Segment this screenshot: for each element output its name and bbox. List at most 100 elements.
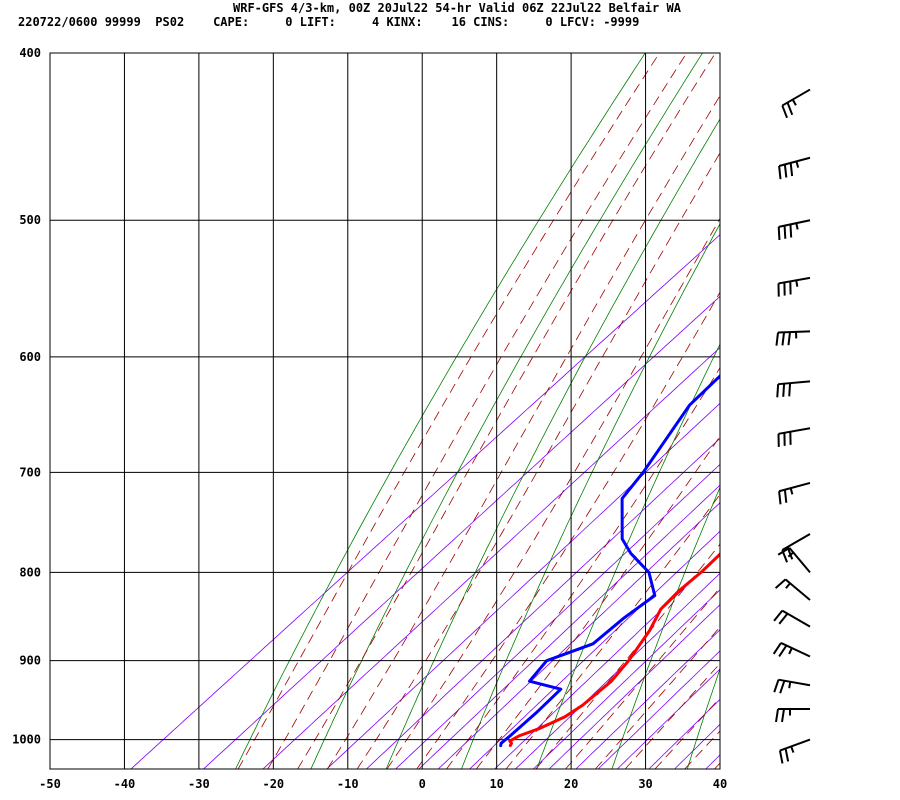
wind-barb (778, 482, 811, 505)
wind-barb-feather (782, 383, 786, 397)
wind-barb-half-feather (789, 487, 794, 495)
wind-barb-feather (773, 609, 784, 622)
wind-barb-feather (786, 102, 794, 116)
wind-barbs (772, 88, 811, 764)
mixing-ratio-line (617, 668, 720, 769)
wind-barb-feather (784, 748, 790, 762)
moist-adiabat-line (714, 762, 720, 769)
temperature-tick-label: 10 (489, 777, 503, 791)
wind-barb-feather (781, 332, 786, 346)
moist-adiabat-line (356, 152, 720, 769)
moist-adiabat-line (267, 53, 688, 769)
dry-adiabat-line (310, 53, 703, 769)
mixing-ratio-line (494, 553, 720, 769)
pressure-tick-label: 900 (19, 654, 41, 668)
mixing-ratio-line (515, 572, 720, 769)
wind-barb (774, 578, 811, 601)
mixing-ratio-line (575, 629, 720, 769)
wind-barb-shaft (777, 330, 811, 334)
wind-barb (777, 427, 811, 447)
dry-adiabat-line (235, 53, 646, 769)
temperature-tick-label: 0 (419, 777, 426, 791)
pressure-tick-label: 700 (19, 465, 41, 479)
wind-barb-feather (783, 225, 787, 239)
wind-barb-shaft (781, 533, 811, 551)
moist-adiabat-line (237, 53, 660, 769)
wind-barb-shaft (778, 482, 811, 493)
mixing-ratio-line (203, 295, 720, 769)
wind-barb-shaft (781, 609, 811, 628)
pressure-tick-labels: 400 500 600 700 800 900 1000 (12, 46, 41, 747)
chart-title: WRF-GFS 4/3-km, 00Z 20Jul22 54-hr Valid … (233, 1, 681, 15)
pressure-tick-label: 500 (19, 213, 41, 227)
wind-barb-feather (777, 226, 781, 241)
wind-barb-feather (781, 708, 785, 723)
wind-barb-shaft (778, 219, 811, 228)
wind-barb (781, 533, 811, 563)
dewpoint-profile-line (499, 373, 720, 748)
wind-barb-feather (778, 612, 789, 625)
mixing-ratio-line (705, 754, 720, 769)
mixing-ratio-line (366, 437, 720, 769)
wind-barb-feather (772, 642, 782, 655)
wind-barb (777, 276, 811, 297)
wind-barb-half-feather (795, 161, 800, 168)
wind-barb-half-feather (785, 582, 791, 589)
wind-barb-feather (775, 332, 780, 346)
wind-barb-shaft (778, 156, 811, 167)
moist-adiabat-line (446, 366, 720, 769)
wind-barb-feather (774, 578, 787, 589)
wind-barb-half-feather (788, 647, 793, 655)
wind-barb-feather (786, 546, 794, 560)
wind-barb-shaft (778, 276, 811, 285)
pressure-tick-label: 600 (19, 350, 41, 364)
wind-barb-feather (789, 224, 793, 238)
wind-barb-feather (789, 162, 794, 177)
wind-barb-shaft (779, 738, 811, 752)
wind-barb-feather (781, 549, 788, 563)
temperature-tick-label: -40 (114, 777, 136, 791)
wind-barb (775, 330, 811, 346)
mixing-ratio-line (395, 463, 720, 769)
wind-barb-feather (776, 384, 780, 398)
profiles (499, 373, 720, 748)
wind-barb-feather (788, 383, 792, 397)
dry-adiabat-line (536, 343, 720, 769)
wind-barb-feather (787, 332, 792, 346)
wind-barb (776, 380, 811, 398)
wind-barb-feather (781, 105, 788, 119)
wind-barb (773, 678, 811, 694)
wind-barb-half-feather (791, 99, 797, 106)
wind-barb (775, 708, 810, 723)
wind-barb-half-feather (788, 681, 792, 689)
wind-barb-feather (778, 644, 788, 657)
moist-adiabats (237, 53, 720, 769)
wind-barb-shaft (788, 547, 811, 574)
wind-barb-shaft (781, 88, 811, 107)
dry-adiabat-line (838, 44, 900, 769)
wind-barb-feather (783, 489, 788, 503)
moist-adiabat-line (416, 291, 720, 769)
wind-barb-feather (783, 164, 788, 178)
wind-barb-feather (778, 750, 784, 764)
mixing-ratio-line (418, 484, 720, 769)
sounding-info-line: 220722/0600 99999 PS02 CAPE: 0 LIFT: 4 K… (18, 15, 640, 29)
wind-barb-shaft (778, 380, 811, 386)
temperature-tick-label: 20 (564, 777, 578, 791)
temperature-tick-label: 30 (638, 777, 652, 791)
wind-barb (781, 88, 811, 119)
mixing-ratio-line (437, 502, 720, 769)
wind-barb (773, 609, 811, 628)
mixing-ratio-line (262, 347, 720, 769)
wind-barb-shaft (780, 642, 811, 658)
plot-frame (49, 52, 721, 770)
wind-barb-half-feather (795, 222, 799, 230)
grid-lines (49, 52, 721, 769)
wind-barb-half-feather (790, 746, 795, 753)
dry-adiabat-line (763, 44, 900, 769)
wind-barb (777, 219, 811, 241)
dry-adiabat-line (686, 667, 720, 769)
wind-barb (778, 738, 811, 764)
temperature-tick-label: -30 (188, 777, 210, 791)
